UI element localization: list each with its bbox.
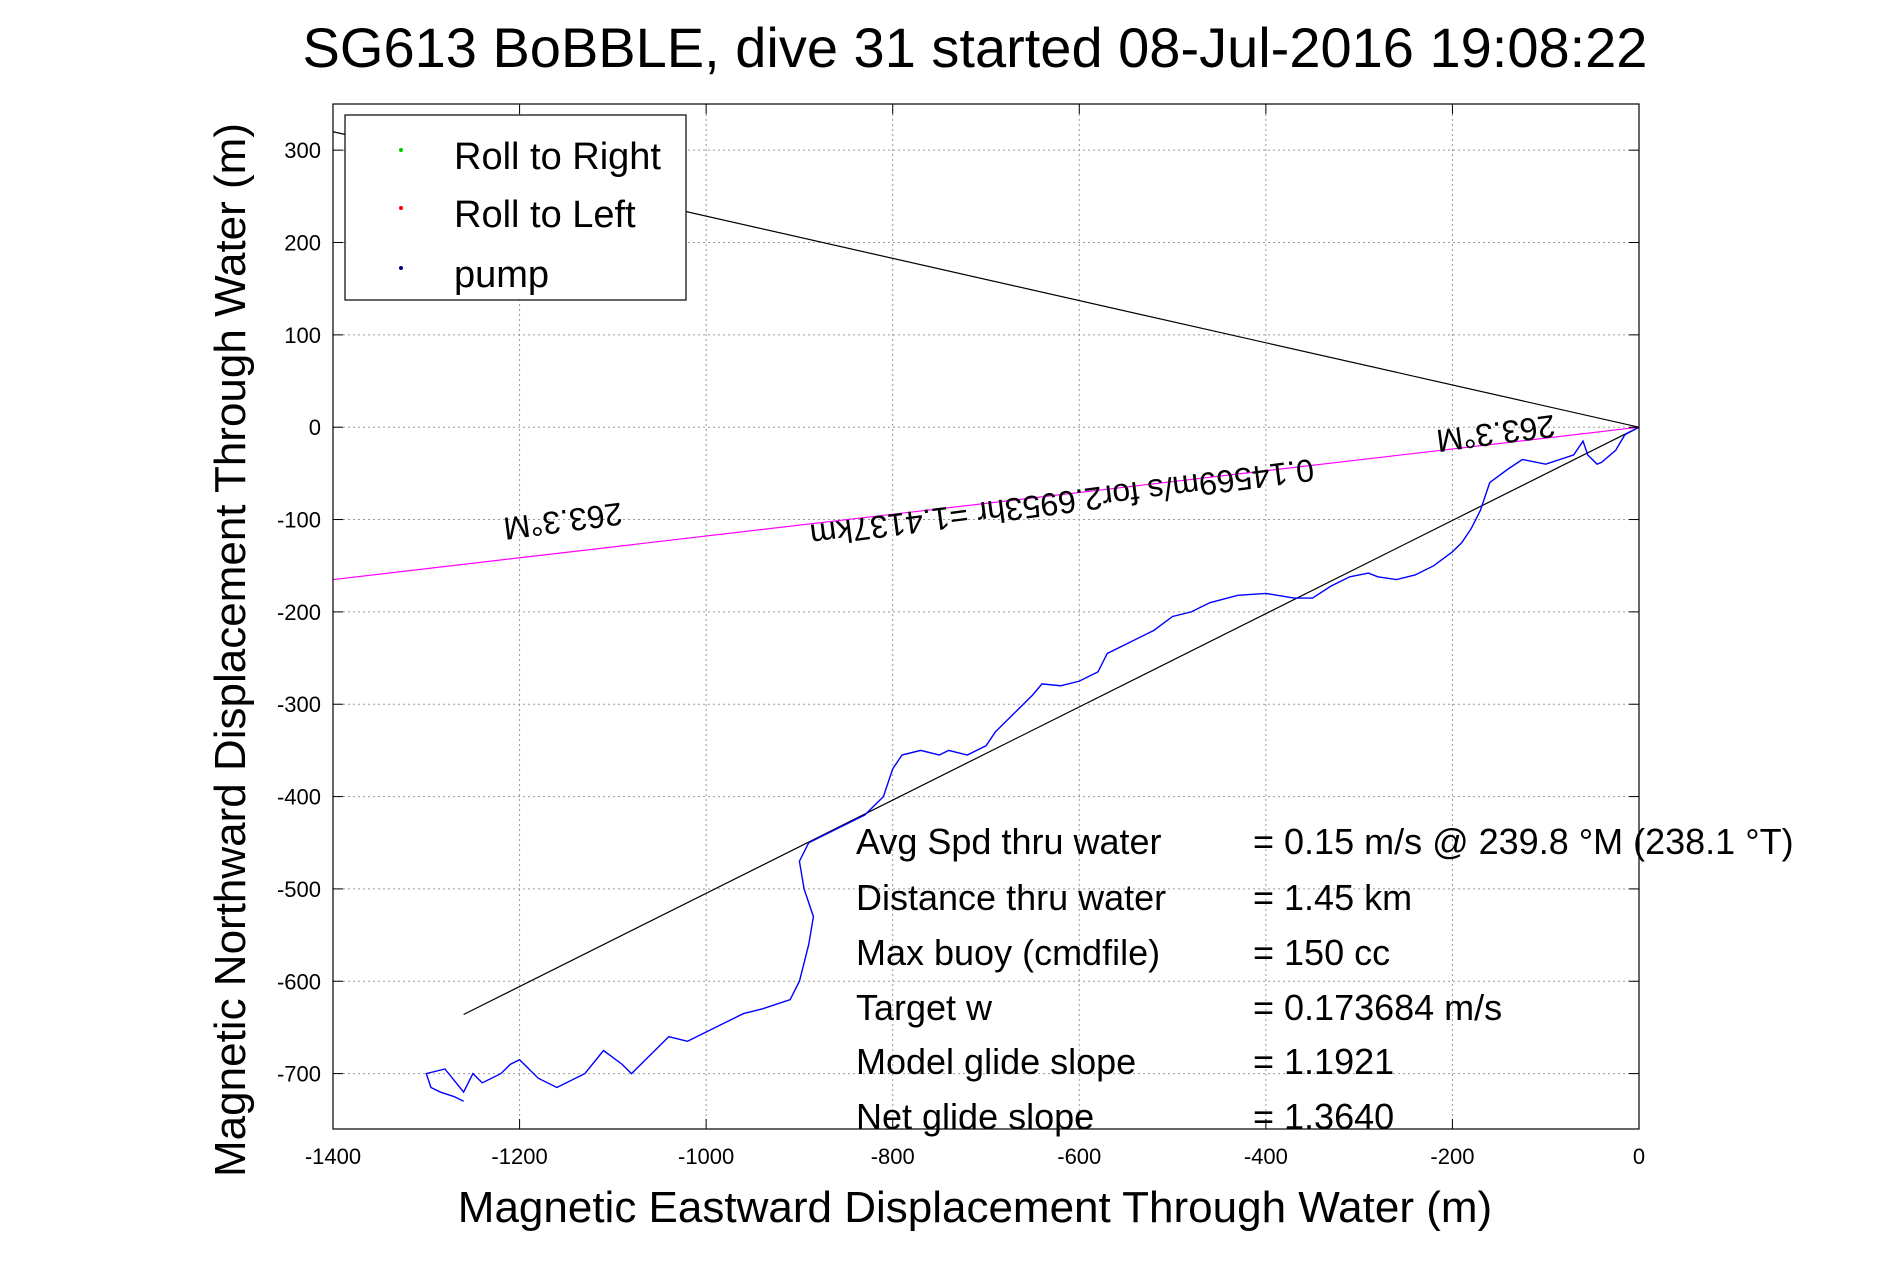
stat-label-target-w: Target w [856,987,993,1028]
stat-value-max-buoy: = 150 cc [1253,932,1390,973]
stat-label-net-glide: Net glide slope [856,1096,1094,1137]
x-tick-label: -400 [1244,1144,1288,1169]
x-tick-label: -1400 [305,1144,361,1169]
axis-ticks: -1400 -1200 -1000 -800 -600 -400 -200 030020010… [277,104,1645,1169]
x-tick-label: -1200 [491,1144,547,1169]
legend-marker-roll-left [399,206,403,210]
x-tick-label: -1000 [678,1144,734,1169]
dive-statistics: Avg Spd thru water = 0.15 m/s @ 239.8 °M… [856,821,1794,1137]
x-axis-label: Magnetic Eastward Displacement Through W… [458,1183,1492,1232]
x-tick-label: -200 [1430,1144,1474,1169]
reference-line-0 [333,426,1639,581]
dive-track-line [425,426,1639,1102]
x-tick-label: -800 [871,1144,915,1169]
legend-marker-pump [399,266,403,270]
y-tick-label: -100 [277,508,321,533]
y-tick-label: -200 [277,600,321,625]
legend-label-roll-left: Roll to Left [454,194,636,236]
plot-area-frame [332,103,1640,1130]
y-tick-label: -700 [277,1062,321,1087]
x-tick-label: -600 [1057,1144,1101,1169]
x-tick-label: 0 [1633,1144,1645,1169]
reference-line-2 [463,426,1639,1016]
y-tick-label: -400 [277,785,321,810]
stat-value-target-w: = 0.173684 m/s [1253,987,1502,1028]
legend: Roll to Right Roll to Left pump [344,114,687,301]
y-tick-label: -600 [277,969,321,994]
y-tick-label: -500 [277,877,321,902]
y-axis-label: Magnetic Northward Displacement Through … [206,123,255,1177]
y-tick-label: 300 [284,138,321,163]
legend-marker-roll-right [399,148,403,152]
stat-value-distance: = 1.45 km [1253,877,1412,918]
y-tick-label: -300 [277,692,321,717]
stat-value-avg-speed: = 0.15 m/s @ 239.8 °M (238.1 °T) [1253,821,1794,862]
y-tick-label: 0 [309,415,321,440]
stat-label-distance: Distance thru water [856,877,1166,918]
chart-title: SG613 BoBBLE, dive 31 started 08-Jul-201… [303,16,1648,79]
y-tick-label: 100 [284,323,321,348]
legend-label-roll-right: Roll to Right [454,136,661,178]
stat-label-avg-speed: Avg Spd thru water [856,821,1162,862]
y-tick-label: 200 [284,231,321,256]
stat-label-model-glide: Model glide slope [856,1041,1136,1082]
stat-value-model-glide: = 1.1921 [1253,1041,1394,1082]
stat-label-max-buoy: Max buoy (cmdfile) [856,932,1160,973]
stat-value-net-glide: = 1.3640 [1253,1096,1394,1137]
legend-label-pump: pump [454,254,549,296]
